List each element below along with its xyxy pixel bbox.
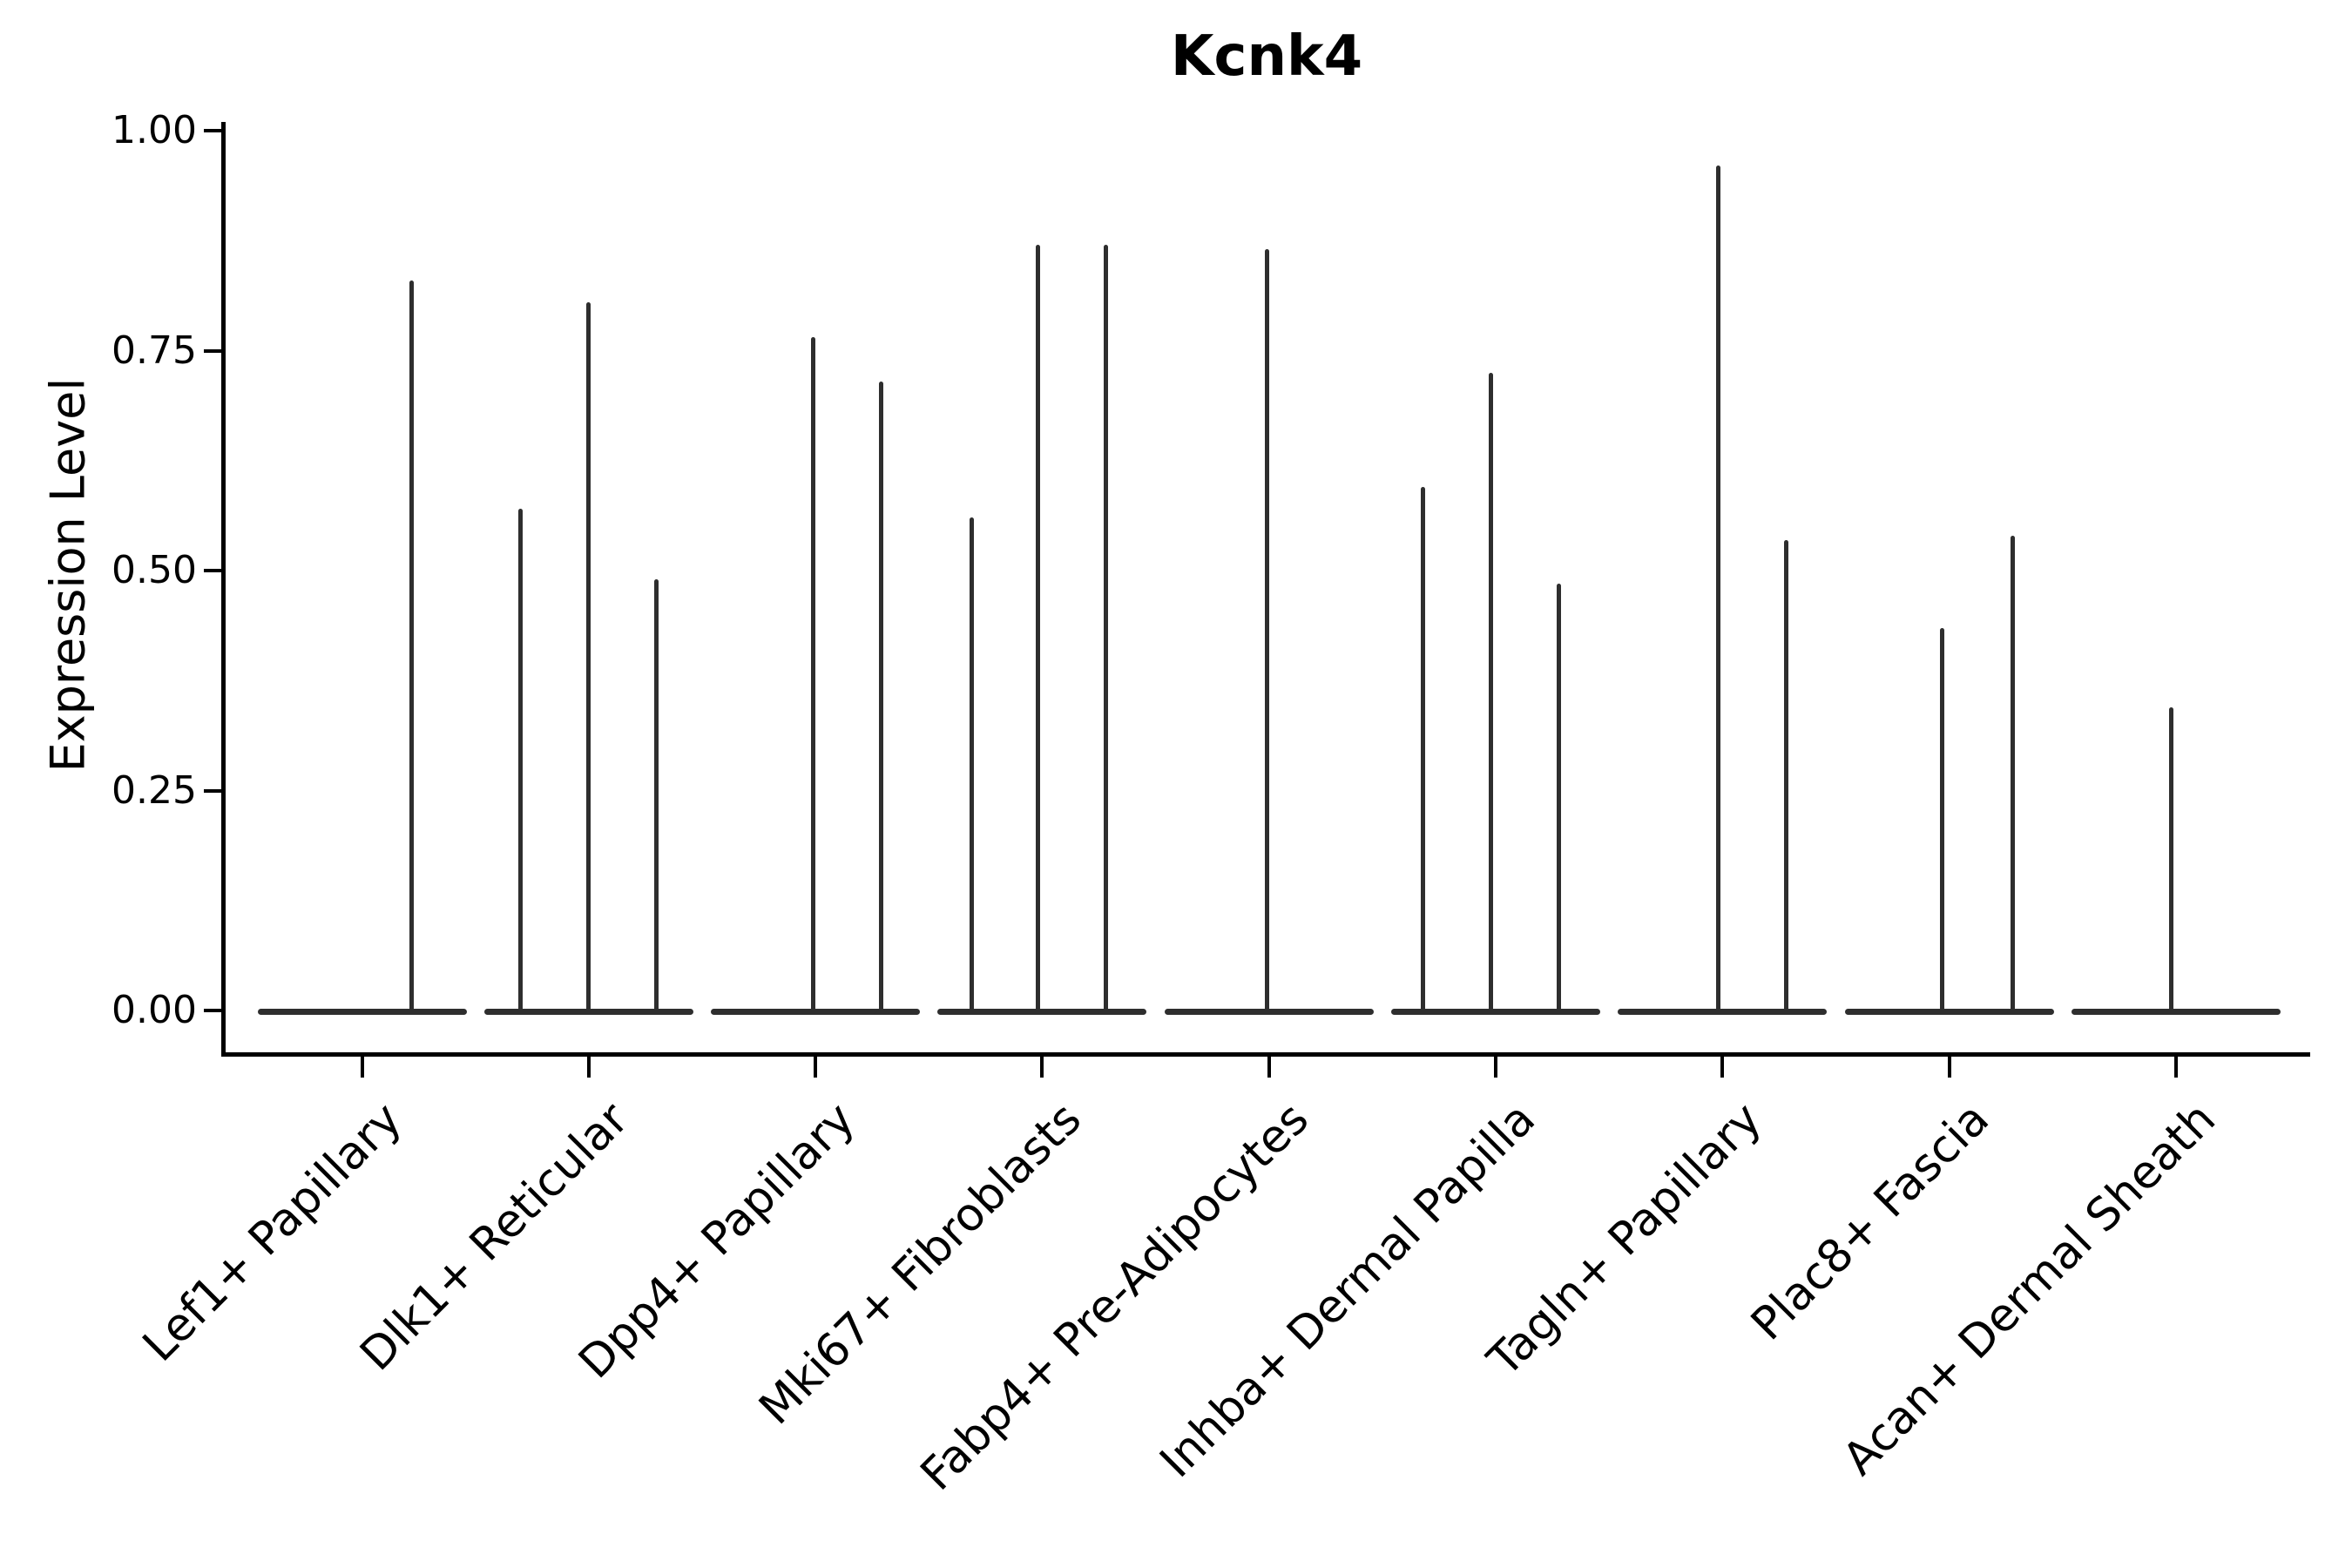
expression-spike [654,579,659,1014]
x-axis-spine [221,1052,2310,1057]
expression-spike [879,381,884,1014]
x-tick [814,1057,818,1078]
x-tick-label: Tagln+ Papillary [1478,1092,1773,1387]
y-tick-label: 0.25 [112,767,197,813]
x-tick [1040,1057,1044,1078]
x-tick-label: Inhba+ Dermal Papilla [1150,1092,1546,1489]
expression-spike [1421,487,1426,1014]
y-tick-label: 0.00 [112,988,197,1032]
x-tick-label: Dlk1+ Reticular [350,1092,639,1382]
y-tick [204,348,221,353]
x-tick-label: Plac8+ Fascia [1740,1092,1999,1351]
y-tick [204,788,221,793]
y-tick [204,1009,221,1012]
y-tick-label: 0.75 [112,328,197,373]
expression-spike [1264,249,1269,1014]
expression-spike [409,280,415,1014]
expression-spike [1035,245,1040,1014]
x-tick-label: Dpp4+ Papillary [569,1092,866,1389]
expression-spike [1715,166,1720,1014]
expression-spike [1103,245,1108,1014]
expression-spike [518,509,524,1014]
expression-spike [2169,706,2174,1014]
violin-baseline [257,1009,467,1015]
y-axis-spine [221,122,226,1057]
y-tick [204,129,221,132]
x-tick [586,1057,591,1078]
x-tick [1720,1057,1725,1078]
x-tick [2173,1057,2178,1078]
x-tick-label: Fabp4+ Pre-Adipocytes [910,1092,1319,1501]
x-tick [1494,1057,1497,1078]
expression-spike [586,301,591,1014]
y-tick [204,569,221,572]
chart-title: Kcnk4 [1170,24,1363,89]
expression-spike [1489,372,1494,1014]
x-tick-label: Mki67+ Fibroblasts [749,1092,1092,1436]
x-tick [360,1057,364,1078]
y-tick-label: 0.50 [112,548,197,592]
x-tick [1267,1057,1271,1078]
expression-spike [810,337,815,1014]
y-tick-label: 1.00 [112,108,197,152]
expression-spike [2010,535,2015,1014]
x-tick-label: Acan+ Dermal Sheath [1833,1092,2226,1486]
x-tick-label: Lef1+ Papillary [132,1092,412,1372]
expression-spike [1783,539,1788,1014]
expression-spike [1940,627,1945,1014]
expression-spike [970,517,975,1014]
expression-spike [1557,584,1562,1014]
x-tick [1947,1057,1951,1078]
